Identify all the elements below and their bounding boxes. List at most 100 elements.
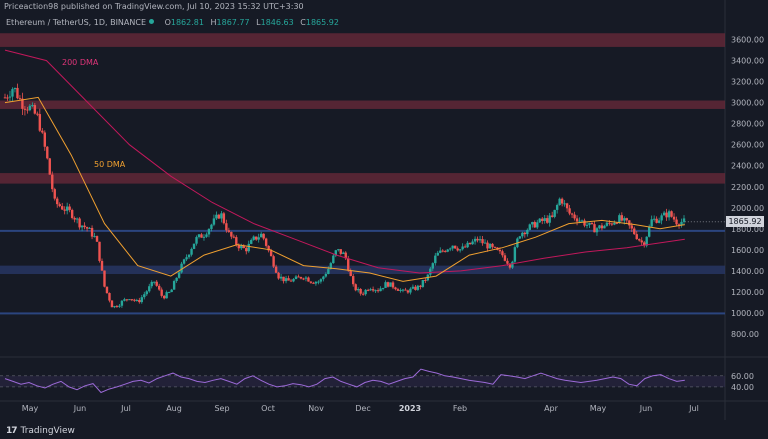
candle-body [645,236,648,246]
candle-body [550,215,554,217]
y-tick-label-0: 3600.00 [731,36,764,45]
candle-body [180,263,183,273]
candle-body [307,277,310,282]
candle-body [51,174,54,190]
candle-body [526,229,529,235]
x-tick-label-9: Feb [453,404,467,413]
candle-body [436,252,439,256]
y-tick-label-7: 2200.00 [731,183,764,192]
candle-body [148,286,151,292]
candle-body [11,89,14,97]
candle-body [613,222,616,225]
symbol-name[interactable]: Ethereum / TetherUS, 1D, BINANCE [6,18,147,27]
candle-body [498,249,502,252]
candle-body [162,295,166,299]
candle-body [262,233,265,239]
candle-body [135,300,139,302]
candle-body [113,306,116,308]
candle-body [41,130,44,133]
candle-body [409,288,412,293]
candle-body [95,236,99,242]
candle-body [424,280,427,282]
x-tick-label-2: Jul [120,404,131,413]
candle-body [349,270,352,277]
candle-body [294,276,298,279]
rsi-tick-label-0: 60.00 [731,372,754,381]
candle-body [160,289,163,296]
candle-body [93,236,96,238]
candle-body [541,218,544,221]
candle-body [98,241,101,261]
candle-body [546,218,549,223]
candle-body [536,222,539,228]
candle-body [332,255,335,264]
candle-body [56,198,59,205]
last-price-tag: 1865.92 [726,216,764,227]
candle-body [299,277,303,279]
y-tick-label-9: 1800.00 [731,225,764,234]
candle-body [110,300,114,308]
candle-body [227,230,231,232]
candle-body [453,245,457,249]
candle-body [565,203,569,209]
candle-body [235,237,238,245]
candle-body [538,218,541,223]
candle-body [573,214,576,219]
y-tick-label-8: 2000.00 [731,204,764,213]
candle-body [175,277,178,282]
candle-body [13,87,17,90]
candle-body [31,105,34,107]
y-tick-label-14: 800.00 [731,330,759,339]
candle-body [167,292,171,294]
candle-body [605,222,609,226]
candle-body [570,213,574,215]
x-tick-label-5: Oct [261,404,275,413]
candle-body [361,293,365,295]
candle-body [615,222,619,224]
candle-body [439,250,442,253]
annotation-200dma: 200 DMA [62,58,99,67]
high-value: 1867.77 [216,18,250,27]
candle-body [662,212,666,216]
candle-body [376,290,380,292]
candle-body [289,280,293,282]
candle-body [628,220,631,226]
tradingview-logo[interactable]: 17 TradingView [6,426,75,436]
candle-body [250,239,253,244]
candle-body [145,291,148,295]
candle-body [366,289,370,291]
candle-body [202,236,206,238]
candle-body [580,220,584,222]
x-tick-label-10: Apr [544,404,559,413]
candle-body [354,284,357,291]
candle-body [610,223,614,225]
candle-body [640,240,643,243]
candle-body [240,245,243,249]
candle-body [511,261,514,268]
zone-resistance-1 [0,100,725,109]
candle-body [347,258,350,271]
candle-body [466,242,469,248]
candle-body [259,233,263,238]
candle-body [16,87,19,99]
candle-body [255,236,258,240]
candle-body [595,228,599,233]
candle-body [212,218,216,225]
candle-body [172,281,176,290]
candle-body [220,213,223,219]
candle-body [578,220,581,222]
candles [3,83,686,309]
candle-body [217,214,221,219]
candle-body [468,242,472,245]
candle-body [138,300,141,303]
candle-body [23,108,27,110]
candle-body [312,282,315,284]
candle-body [434,255,437,264]
candle-body [322,276,325,280]
candle-body [441,250,444,252]
candle-body [356,289,360,291]
candle-body [339,249,342,254]
candle-body [630,225,633,229]
candle-body [478,239,482,241]
